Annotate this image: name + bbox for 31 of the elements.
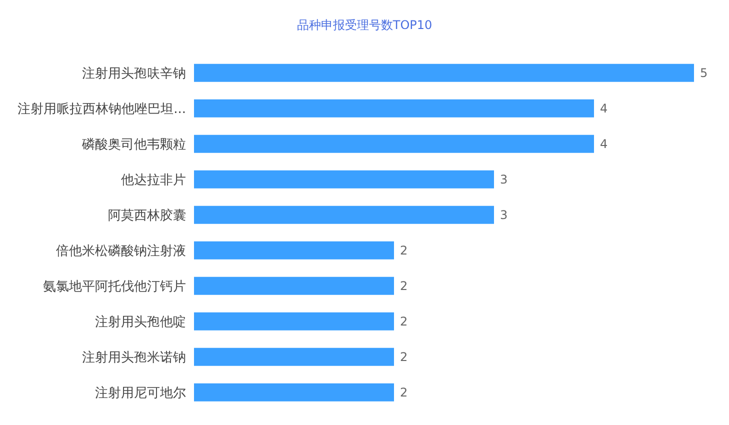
data-label: 2 <box>400 350 408 364</box>
y-tick-label: 注射用哌拉西林钠他唑巴坦... <box>18 102 186 117</box>
bar <box>194 99 594 118</box>
bar <box>194 206 494 224</box>
data-label: 3 <box>500 208 508 222</box>
bar <box>194 348 394 366</box>
bar <box>194 241 394 260</box>
data-label: 2 <box>400 244 408 258</box>
data-label: 4 <box>600 102 608 116</box>
bar <box>194 383 394 402</box>
y-tick-label: 注射用头孢米诺钠 <box>82 350 186 366</box>
data-label: 2 <box>400 314 408 329</box>
y-tick-label: 阿莫西林胶囊 <box>108 208 186 224</box>
y-tick-label: 氨氯地平阿托伐他汀钙片 <box>43 279 186 294</box>
y-tick-label: 磷酸奥司他韦颗粒 <box>81 137 186 152</box>
bar <box>194 170 494 188</box>
bar <box>194 64 694 82</box>
bar <box>194 134 594 153</box>
y-tick-label: 注射用头孢他啶 <box>95 314 186 330</box>
data-label: 3 <box>500 172 508 187</box>
bar <box>194 312 394 330</box>
data-label: 2 <box>400 386 408 400</box>
chart-title: 品种申报受理号数TOP10 <box>296 17 434 34</box>
data-label: 5 <box>700 66 708 80</box>
data-label: 2 <box>400 279 408 294</box>
bar <box>194 276 394 295</box>
y-tick-label: 注射用头孢呋辛钠 <box>82 66 186 82</box>
y-tick-label: 他达拉非片 <box>121 172 186 188</box>
data-label: 4 <box>600 137 608 152</box>
y-tick-label: 倍他米松磷酸钠注射液 <box>56 244 186 259</box>
y-tick-label: 注射用尼可地尔 <box>95 386 186 401</box>
